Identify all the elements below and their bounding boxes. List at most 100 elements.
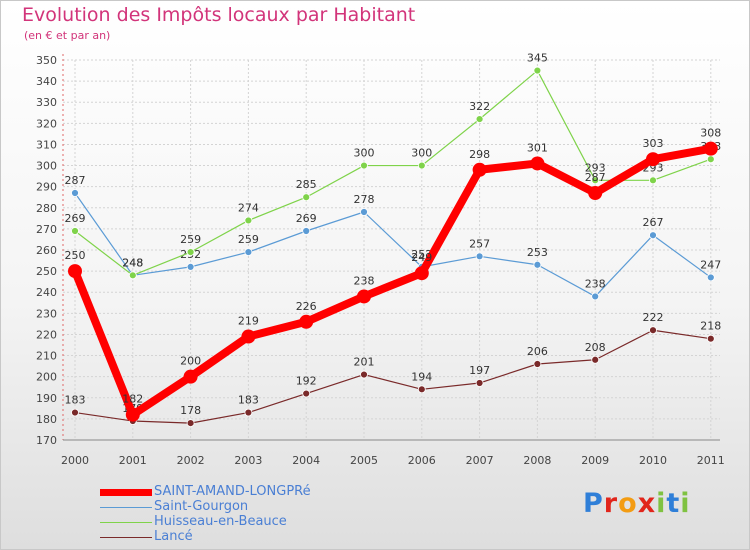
data-point (591, 355, 600, 364)
y-tick-label: 350 (36, 54, 57, 67)
y-tick-label: 330 (36, 96, 57, 109)
y-tick-label: 170 (36, 434, 57, 447)
data-point (71, 408, 79, 417)
data-point (417, 161, 426, 170)
x-tick-label: 2010 (639, 454, 667, 467)
data-point (302, 227, 311, 235)
data-point (533, 360, 542, 368)
x-tick-label: 2001 (119, 454, 147, 467)
data-label: 285 (296, 178, 317, 191)
data-label: 222 (643, 311, 664, 324)
y-tick-label: 280 (36, 202, 57, 215)
data-label: 194 (411, 370, 432, 383)
x-tick-label: 2009 (581, 454, 609, 467)
y-tick-label: 210 (36, 350, 57, 363)
data-point (71, 189, 79, 197)
data-point (530, 156, 545, 171)
data-label: 259 (180, 233, 201, 246)
x-tick-label: 2006 (408, 454, 436, 467)
logo-letter: i (656, 488, 667, 519)
chart-title: Evolution des Impôts locaux par Habitant (22, 4, 416, 26)
data-label: 322 (469, 100, 490, 113)
data-label: 300 (411, 147, 432, 160)
data-point (302, 193, 311, 202)
logo-letter: o (618, 488, 638, 519)
data-point (68, 264, 82, 279)
data-point (649, 326, 657, 335)
data-point (299, 314, 314, 329)
data-point (125, 407, 140, 422)
data-label: 200 (180, 355, 201, 368)
logo-letter: t (666, 488, 681, 519)
chart-subtitle: (en € et par an) (24, 29, 111, 42)
data-point (360, 208, 368, 216)
y-tick-label: 240 (36, 286, 57, 299)
legend-label: Saint-Gourgon (154, 499, 249, 514)
y-tick-label: 200 (36, 371, 57, 384)
x-tick-label: 2007 (466, 454, 494, 467)
data-point (475, 115, 484, 124)
data-label: 298 (469, 148, 490, 161)
series-line-2 (74, 69, 712, 276)
data-label: 226 (296, 300, 317, 313)
y-tick-label: 180 (36, 413, 57, 426)
legend-label: SAINT-AMAND-LONGPRé (154, 484, 311, 499)
legend-label: Huisseau-en-Beauce (154, 514, 287, 529)
data-point (649, 176, 657, 185)
data-point (186, 248, 195, 257)
data-label: 300 (354, 147, 375, 160)
data-point (533, 260, 542, 269)
data-point (706, 334, 715, 343)
data-label: 308 (700, 127, 721, 140)
series-line-1 (74, 192, 712, 298)
data-label: 247 (700, 258, 721, 271)
data-label: 197 (469, 364, 490, 377)
y-tick-label: 290 (36, 181, 57, 194)
data-point (591, 176, 600, 185)
x-tick-label: 2002 (177, 454, 205, 467)
data-label: 182 (122, 393, 143, 406)
data-label: 183 (65, 394, 86, 407)
y-tick-label: 250 (36, 265, 57, 278)
x-tick-label: 2000 (61, 454, 89, 467)
data-label: 183 (238, 394, 259, 407)
data-label: 287 (65, 174, 86, 187)
data-label: 345 (527, 52, 548, 65)
x-tick-label: 2005 (350, 454, 378, 467)
data-point (417, 385, 426, 394)
data-label: 206 (527, 345, 548, 358)
data-point (414, 266, 429, 281)
y-tick-label: 230 (36, 307, 57, 320)
data-label: 259 (238, 233, 259, 246)
data-point (186, 419, 195, 428)
data-point (588, 186, 603, 200)
data-label: 219 (238, 315, 259, 328)
x-tick-label: 2003 (234, 454, 262, 467)
data-label: 269 (65, 212, 86, 225)
data-label: 301 (527, 141, 548, 154)
y-tick-label: 260 (36, 244, 57, 257)
data-point (302, 389, 311, 398)
y-tick-label: 270 (36, 223, 57, 236)
data-label: 287 (585, 171, 606, 184)
y-tick-label: 320 (36, 117, 57, 130)
y-tick-label: 220 (36, 328, 57, 341)
x-tick-label: 2004 (292, 454, 320, 467)
data-point (71, 227, 79, 235)
data-point (357, 289, 371, 304)
data-point (244, 216, 253, 225)
data-point (646, 152, 660, 167)
data-point (360, 161, 368, 170)
data-label: 201 (354, 356, 375, 369)
data-point (703, 141, 718, 156)
data-label: 208 (585, 341, 606, 354)
proxiti-logo: Proxiti (583, 488, 691, 519)
x-tick-label: 2011 (697, 454, 725, 467)
series-line-3 (74, 329, 711, 424)
data-label: 278 (354, 193, 375, 206)
data-label: 250 (65, 249, 86, 262)
data-point (183, 369, 198, 384)
data-label: 253 (527, 246, 548, 259)
